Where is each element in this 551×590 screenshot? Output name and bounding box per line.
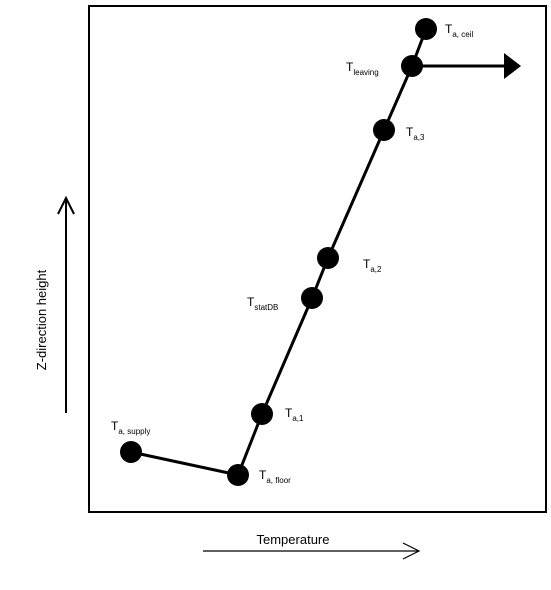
point-marker-statdb xyxy=(301,287,323,309)
x-axis-title: Temperature xyxy=(257,532,330,547)
point-marker-a1 xyxy=(251,403,273,425)
point-marker-ceil xyxy=(415,18,437,40)
label-a1: Ta,1 xyxy=(285,406,304,423)
y-axis-arrow xyxy=(57,195,75,413)
plot-frame xyxy=(88,5,547,513)
point-marker-a3 xyxy=(373,119,395,141)
point-marker-leaving xyxy=(401,55,423,77)
label-supply: Ta, supply xyxy=(111,419,150,436)
label-leaving: Tleaving xyxy=(346,60,379,77)
label-a3: Ta,3 xyxy=(406,125,425,142)
label-a2: Ta,2 xyxy=(363,257,382,274)
point-marker-floor xyxy=(227,464,249,486)
leaving-flow-arrow xyxy=(412,53,521,79)
point-marker-a2 xyxy=(317,247,339,269)
x-axis-arrow xyxy=(203,542,421,560)
temperature-profile-line xyxy=(130,28,428,477)
label-statdb: TstatDB xyxy=(247,295,278,312)
label-floor: Ta, floor xyxy=(259,468,291,485)
y-axis-title: Z-direction height xyxy=(34,269,49,370)
label-ceil: Ta, ceil xyxy=(445,22,473,39)
point-marker-supply xyxy=(120,441,142,463)
